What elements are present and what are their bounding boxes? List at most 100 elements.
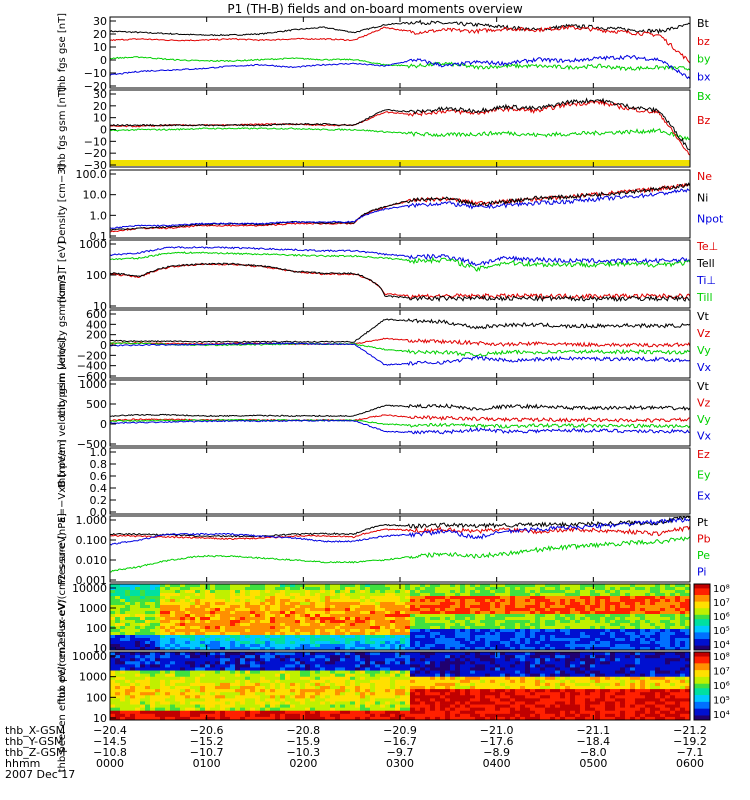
spectrogram-cell (435, 664, 441, 668)
spectrogram-cell (360, 608, 366, 612)
spectrogram-cell (610, 647, 616, 651)
spectrogram-cell (125, 587, 131, 591)
spectrogram-cell (150, 667, 156, 671)
spectrogram-cell (205, 599, 211, 603)
spectrogram-cell (240, 638, 246, 642)
spectrogram-cell (585, 641, 591, 645)
spectrogram-cell (545, 707, 551, 712)
spectrogram-cell (400, 689, 406, 693)
spectrogram-cell (435, 661, 441, 665)
spectrogram-cell (525, 704, 531, 709)
spectrogram-cell (270, 608, 276, 612)
spectrogram-cell (210, 587, 216, 591)
spectrogram-cell (115, 692, 121, 696)
spectrogram-cell (345, 635, 351, 639)
spectrogram-cell (225, 626, 231, 630)
spectrogram-cell (420, 641, 426, 645)
spectrogram-cell (145, 641, 151, 645)
spectrogram-cell (215, 629, 221, 633)
spectrogram-cell (135, 704, 141, 709)
spectrogram-cell (460, 605, 466, 609)
spectrogram-cell (675, 617, 681, 621)
spectrogram-cell (680, 623, 686, 627)
spectrogram-cell (530, 661, 536, 665)
spectrogram-cell (420, 710, 426, 715)
spectrogram-cell (160, 661, 166, 665)
spectrogram-cell (335, 644, 341, 648)
spectrogram-cell (115, 584, 121, 588)
spectrogram-cell (670, 620, 676, 624)
spectrogram-cell (390, 661, 396, 665)
spectrogram-cell (390, 682, 396, 687)
spectrogram-cell (450, 689, 456, 693)
spectrogram-cell (270, 593, 276, 597)
spectrogram-cell (315, 605, 321, 609)
spectrogram-cell (470, 638, 476, 642)
spectrogram-cell (285, 698, 291, 702)
spectrogram-cell (175, 664, 181, 668)
spectrogram-cell (540, 620, 546, 624)
spectrogram-cell (685, 584, 691, 588)
spectrogram-cell (550, 614, 556, 618)
spectrogram-cell (415, 652, 421, 656)
spectrogram-cell (450, 679, 456, 684)
spectrogram-cell (345, 620, 351, 624)
spectrogram-cell (120, 605, 126, 609)
spectrogram-cell (510, 611, 516, 615)
spectrogram-cell (180, 673, 186, 678)
spectrogram-cell (440, 623, 446, 627)
spectrogram-cell (485, 652, 491, 656)
spectrogram-cell (660, 608, 666, 612)
spectrogram-cell (495, 686, 501, 690)
spectrogram-cell (475, 652, 481, 656)
spectrogram-cell (215, 670, 221, 675)
spectrogram-cell (395, 608, 401, 612)
spectrogram-cell (280, 620, 286, 624)
spectrogram-cell (565, 596, 571, 600)
spectrogram-cell (320, 710, 326, 715)
spectrogram-cell (595, 602, 601, 606)
spectrogram-cell (655, 611, 661, 615)
spectrogram-cell (405, 695, 411, 699)
spectrogram-cell (480, 632, 486, 636)
spectrogram-cell (285, 584, 291, 588)
spectrogram-cell (170, 713, 176, 718)
spectrogram-cell (450, 638, 456, 642)
spectrogram-cell (410, 707, 416, 712)
spectrogram-cell (585, 632, 591, 636)
spectrogram-cell (275, 584, 281, 588)
spectrogram-cell (585, 686, 591, 690)
y-axis-label: E=−VxB [mV/m] (57, 439, 68, 522)
spectrogram-cell (470, 632, 476, 636)
panel-frame (109, 16, 691, 89)
spectrogram-cell (565, 679, 571, 684)
spectrogram-cell (190, 590, 196, 594)
spectrogram-cell (530, 707, 536, 712)
spectrogram-cell (180, 608, 186, 612)
spectrogram-cell (650, 614, 656, 618)
spectrogram-cell (490, 710, 496, 715)
spectrogram-cell (230, 707, 236, 712)
spectrogram-cell (120, 710, 126, 715)
spectrogram-cell (540, 635, 546, 639)
spectrogram-cell (140, 667, 146, 671)
spectrogram-cell (210, 584, 216, 588)
spectrogram-cell (405, 713, 411, 718)
spectrogram-cell (515, 679, 521, 684)
spectrogram-cell (170, 617, 176, 621)
spectrogram-cell (410, 673, 416, 678)
spectrogram-cell (295, 596, 301, 600)
spectrogram-cell (370, 664, 376, 668)
spectrogram-cell (565, 658, 571, 662)
spectrogram-cell (385, 673, 391, 678)
spectrogram-cell (540, 704, 546, 709)
spectrogram-cell (265, 626, 271, 630)
spectrogram-cell (520, 596, 526, 600)
spectrogram-cell (525, 605, 531, 609)
spectrogram-cell (160, 710, 166, 715)
spectrogram-cell (145, 667, 151, 671)
spectrogram-cell (135, 670, 141, 675)
spectrogram-cell (320, 682, 326, 687)
spectrogram-cell (130, 686, 136, 690)
spectrogram-cell (495, 632, 501, 636)
